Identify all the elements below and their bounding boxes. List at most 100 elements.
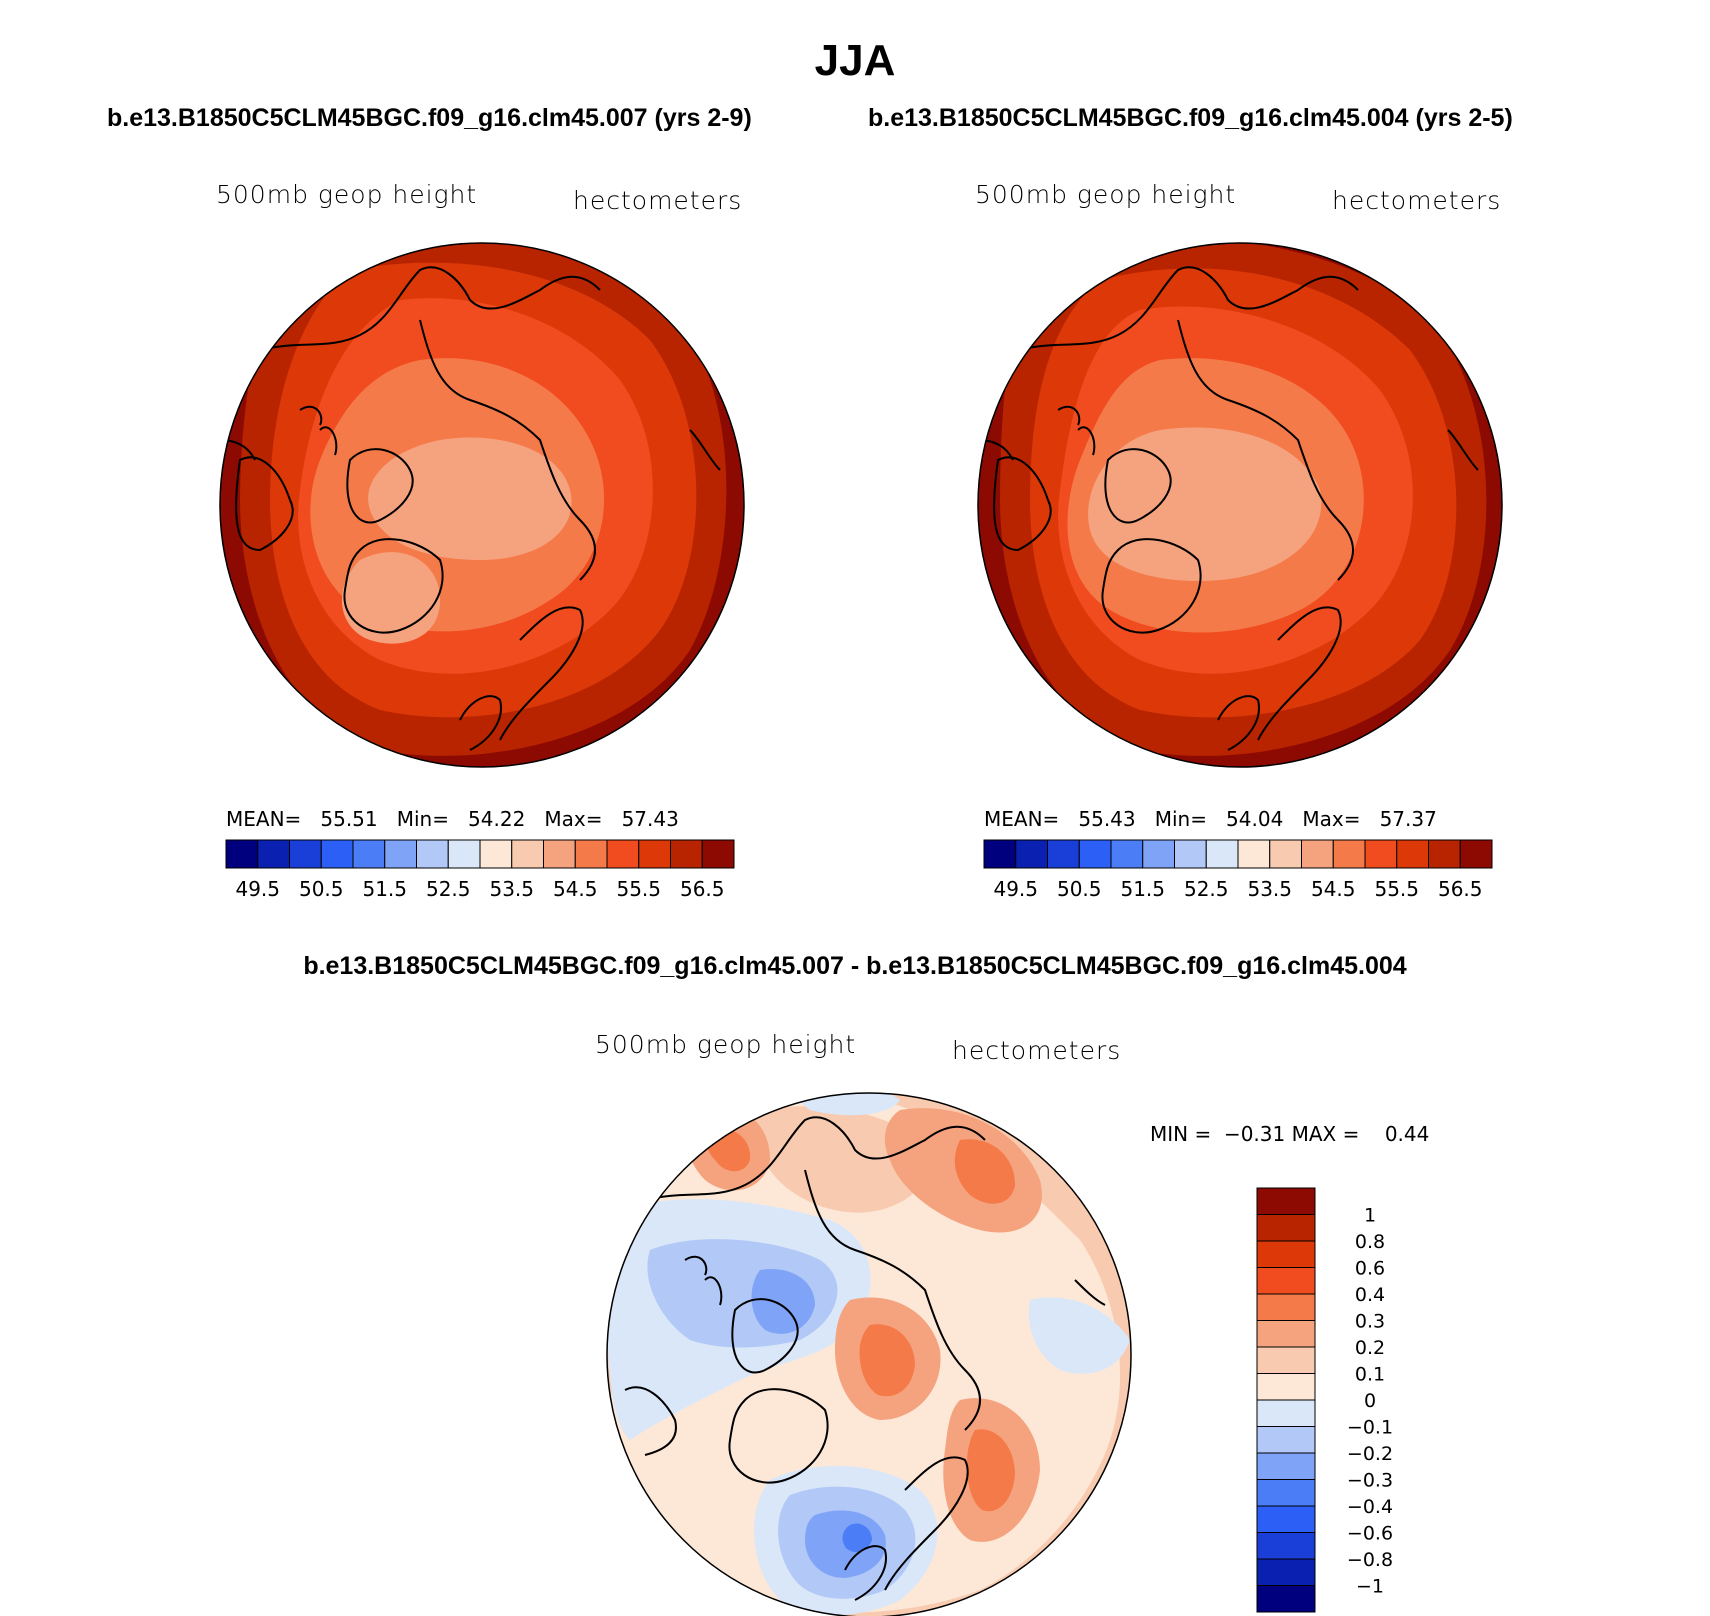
panel-2-colorbar-swatch xyxy=(1428,839,1461,869)
panel-2-colorbar-swatch xyxy=(1459,839,1493,869)
panel-2-colorbar-tick-label: 55.5 xyxy=(1374,877,1419,901)
diff-units-label: hectometers xyxy=(952,1036,1122,1065)
diff-colorbar-tick-label: −0.6 xyxy=(1347,1523,1393,1545)
diff-colorbar-swatch xyxy=(1256,1558,1316,1586)
panel-1-colorbar-swatch xyxy=(543,839,576,869)
panel-1-colorbar-swatch xyxy=(638,839,671,869)
diff-colorbar-swatch xyxy=(1256,1293,1316,1321)
panel-1-colorbar-swatch xyxy=(352,839,386,869)
diff-field-label: 500mb geop height xyxy=(595,1030,857,1059)
panel-1-colorbar-tick-label: 53.5 xyxy=(489,877,534,901)
diff-colorbar-tick-label: −0.1 xyxy=(1347,1417,1393,1439)
panel-2-max-value: 57.37 xyxy=(1379,807,1437,831)
panel-1-colorbar-tick-label: 51.5 xyxy=(362,877,407,901)
panel-1-colorbar: 49.5 50.5 51.5 52.5 53.5 54.5 55.5 56.5 xyxy=(225,839,735,901)
diff-min-label: MIN = xyxy=(1150,1122,1212,1146)
panel-2-colorbar: 49.5 50.5 51.5 52.5 53.5 54.5 55.5 56.5 xyxy=(983,839,1493,901)
panel-2-colorbar-swatch xyxy=(1174,839,1207,869)
diff-colorbar-swatch xyxy=(1256,1187,1316,1215)
diff-colorbar-swatch xyxy=(1256,1479,1316,1507)
diff-colorbar-swatch xyxy=(1256,1505,1316,1533)
panel-1-colorbar-tick-label: 50.5 xyxy=(299,877,344,901)
panel-2-colorbar-swatch xyxy=(1047,839,1080,869)
panel-2-map-border xyxy=(977,242,1503,768)
diff-min-value: −0.31 xyxy=(1223,1122,1286,1146)
panel-2-stats: MEAN= 55.43 Min= 54.04 Max= 57.37 xyxy=(984,807,1437,831)
diff-colorbar-tick-label: 0.1 xyxy=(1355,1364,1385,1386)
panel-2-colorbar-swatch xyxy=(1110,839,1144,869)
diff-colorbar-tick-label: −0.8 xyxy=(1347,1549,1393,1571)
panel-2-colorbar-swatch xyxy=(1142,839,1175,869)
diff-colorbar-swatch xyxy=(1256,1346,1316,1374)
panel-2-field-label: 500mb geop height xyxy=(975,180,1237,209)
panel-1-map-border xyxy=(219,242,745,768)
panel-1-colorbar-swatch xyxy=(511,839,544,869)
panel-1-colorbar-swatch xyxy=(670,839,703,869)
panel-2-units-label: hectometers xyxy=(1332,186,1502,215)
panel-2-colorbar-swatch xyxy=(1237,839,1271,869)
diff-map xyxy=(607,1093,1131,1616)
panel-1-units-label: hectometers xyxy=(573,186,743,215)
panel-1-min-label: Min= xyxy=(396,807,449,831)
panel-1-colorbar-tick-label: 52.5 xyxy=(426,877,471,901)
diff-colorbar-swatch xyxy=(1256,1452,1316,1480)
panel-1-colorbar-swatch xyxy=(320,839,354,869)
panel-2-colorbar-tick-label: 52.5 xyxy=(1184,877,1229,901)
panel-1-mean-value: 55.51 xyxy=(320,807,378,831)
panel-1-colorbar-tick-label: 54.5 xyxy=(553,877,598,901)
panel-1-colorbar-swatch xyxy=(384,839,417,869)
panel-2-colorbar-swatch xyxy=(1015,839,1048,869)
panel-1-colorbar-swatch xyxy=(225,839,259,869)
diff-colorbar-swatch xyxy=(1256,1267,1316,1295)
panel-2-mean-label: MEAN= xyxy=(984,807,1060,831)
diff-colorbar-tick-label: 0.3 xyxy=(1355,1311,1385,1333)
panel-1-colorbar-swatch xyxy=(447,839,481,869)
diff-colorbar-tick-label: 0.8 xyxy=(1355,1231,1385,1253)
diff-map-border xyxy=(606,1092,1132,1616)
diff-colorbar-tick-label: −0.4 xyxy=(1347,1496,1393,1518)
panel-1-max-value: 57.43 xyxy=(621,807,679,831)
panel-1-colorbar-swatch xyxy=(257,839,290,869)
diff-coastlines xyxy=(624,1116,1106,1601)
diff-colorbar-tick-label: 0.4 xyxy=(1355,1284,1385,1306)
panel-1-colorbar-swatch xyxy=(416,839,449,869)
panel-2-colorbar-swatch xyxy=(1396,839,1429,869)
diff-colorbar-tick-label: −0.3 xyxy=(1347,1470,1393,1492)
case-title-right: b.e13.B1850C5CLM45BGC.f09_g16.clm45.004 … xyxy=(868,104,1513,132)
diff-colorbar-tick-label: −0.2 xyxy=(1347,1443,1393,1465)
panel-2-colorbar-swatch xyxy=(1364,839,1398,869)
diff-colorbar-swatch xyxy=(1256,1532,1316,1560)
panel-2-max-label: Max= xyxy=(1302,807,1361,831)
diff-colorbar-swatch xyxy=(1256,1399,1316,1427)
panel-1-colorbar-swatch xyxy=(289,839,322,869)
panel-1-colorbar-swatch xyxy=(606,839,640,869)
diff-max-label: MAX = xyxy=(1291,1122,1360,1146)
diff-colorbar: 1 0.8 0.6 0.4 0.3 0.2 0.1 0 −0.1 −0.2 −0.3 −0.4 −0.6… xyxy=(1256,1187,1393,1613)
diff-title: b.e13.B1850C5CLM45BGC.f09_g16.clm45.007 … xyxy=(303,952,1407,980)
panel-2-coastlines xyxy=(978,266,1479,751)
panel-1-coastlines xyxy=(220,266,721,751)
diff-colorbar-swatch xyxy=(1256,1214,1316,1242)
diff-colorbar-swatch xyxy=(1256,1426,1316,1454)
panel-2-colorbar-tick-label: 56.5 xyxy=(1438,877,1483,901)
panel-2-colorbar-tick-label: 53.5 xyxy=(1247,877,1292,901)
panel-2-colorbar-swatch xyxy=(1332,839,1366,869)
panel-1-max-label: Max= xyxy=(544,807,603,831)
diff-colorbar-tick-label: −1 xyxy=(1356,1576,1384,1598)
panel-2-colorbar-swatch xyxy=(1269,839,1302,869)
panel-2-colorbar-swatch xyxy=(983,839,1017,869)
panel-1-field-label: 500mb geop height xyxy=(216,180,478,209)
panel-2-colorbar-swatch xyxy=(1301,839,1334,869)
panel-1-colorbar-tick-label: 55.5 xyxy=(616,877,661,901)
diff-colorbar-tick-label: 0 xyxy=(1364,1390,1376,1412)
panel-1-colorbar-swatch xyxy=(701,839,735,869)
panel-2-colorbar-tick-label: 49.5 xyxy=(993,877,1038,901)
diff-colorbar-swatch xyxy=(1256,1240,1316,1268)
panel-2-min-label: Min= xyxy=(1154,807,1207,831)
panel-1-min-value: 54.22 xyxy=(468,807,526,831)
panel-1-map xyxy=(220,243,744,767)
panel-2-colorbar-tick-label: 54.5 xyxy=(1311,877,1356,901)
panel-1-colorbar-tick-label: 56.5 xyxy=(680,877,725,901)
diff-colorbar-swatch xyxy=(1256,1585,1316,1613)
